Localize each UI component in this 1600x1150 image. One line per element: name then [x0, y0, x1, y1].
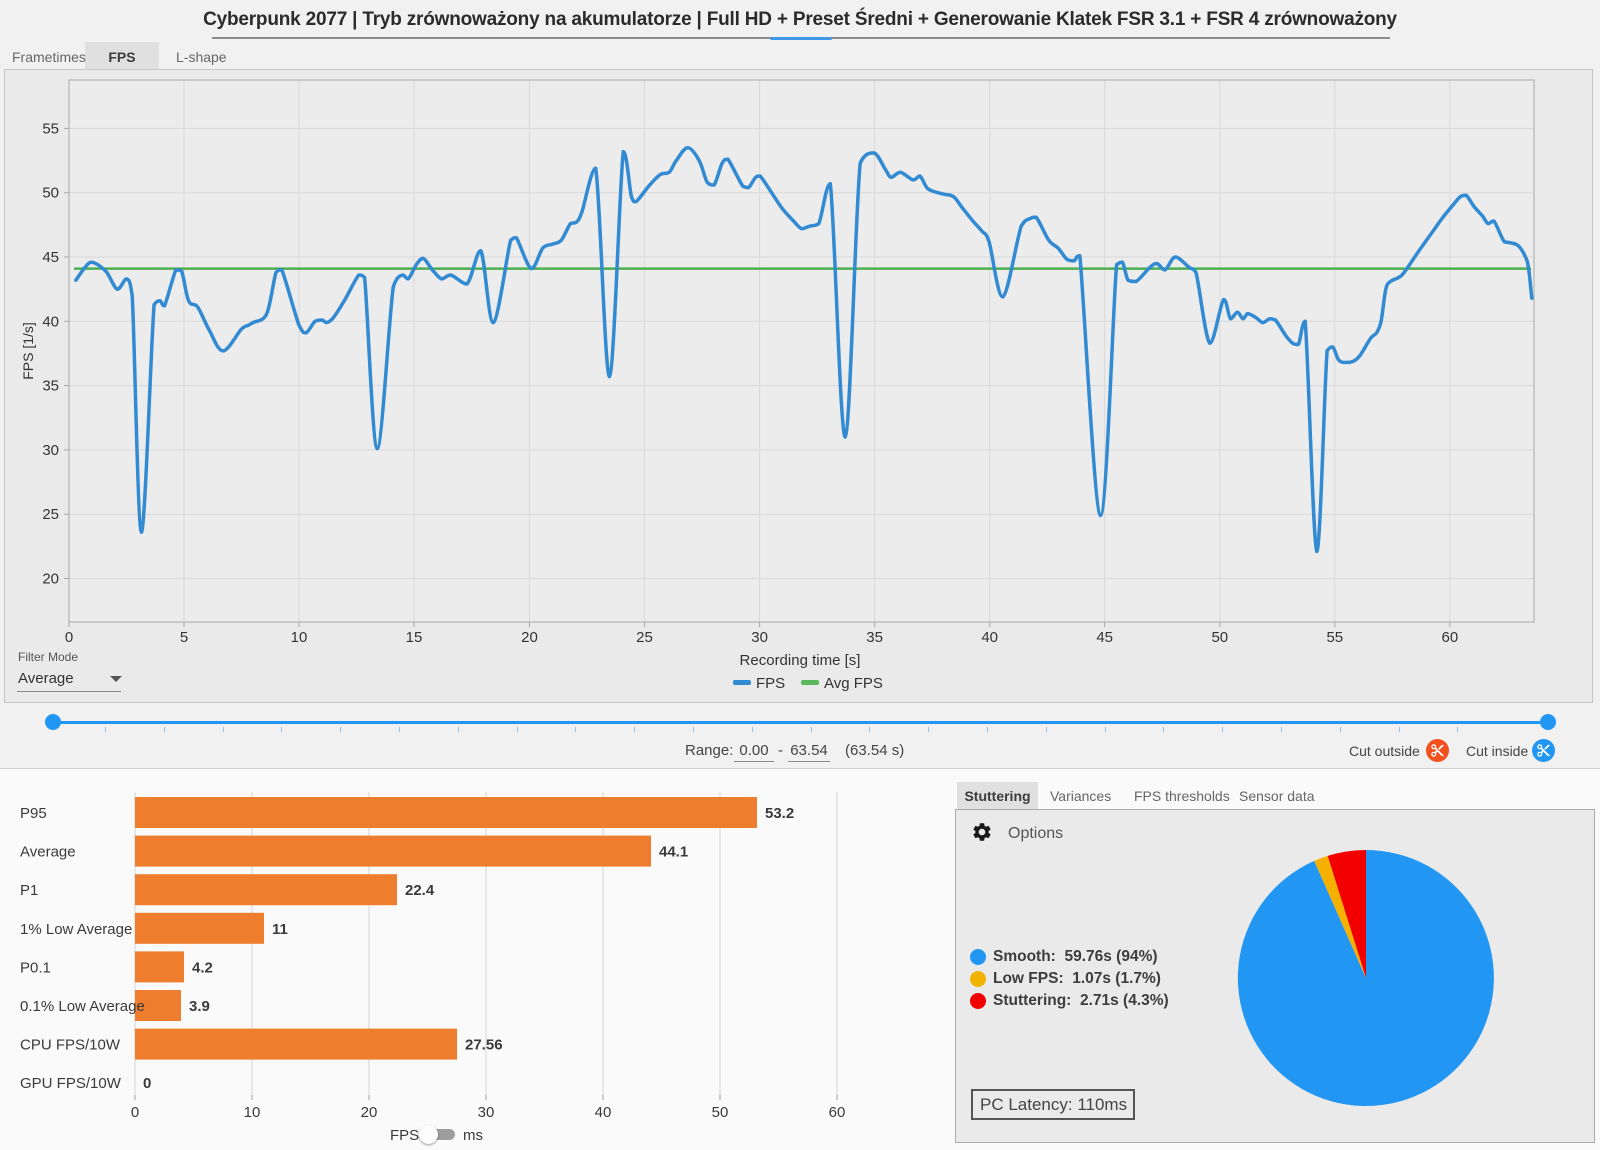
svg-text:15: 15 [406, 629, 423, 646]
svg-text:Average: Average [20, 844, 76, 861]
svg-text:40: 40 [42, 313, 59, 330]
svg-text:45: 45 [1096, 629, 1113, 646]
svg-text:55: 55 [1326, 629, 1343, 646]
svg-text:22.4: 22.4 [405, 882, 435, 899]
svg-text:60: 60 [1442, 629, 1459, 646]
svg-text:11: 11 [272, 921, 288, 938]
svg-text:20: 20 [521, 629, 538, 646]
svg-text:P0.1: P0.1 [20, 959, 51, 976]
svg-text:27.56: 27.56 [465, 1037, 503, 1054]
svg-text:FPS [1/s]: FPS [1/s] [20, 322, 36, 380]
svg-text:50: 50 [1211, 629, 1228, 646]
svg-text:35: 35 [42, 378, 59, 395]
svg-text:53.2: 53.2 [765, 805, 794, 822]
svg-text:35: 35 [866, 629, 883, 646]
svg-text:0: 0 [131, 1104, 139, 1121]
svg-text:30: 30 [751, 629, 768, 646]
svg-text:45: 45 [42, 249, 59, 266]
svg-text:25: 25 [42, 506, 59, 523]
svg-text:5: 5 [180, 629, 188, 646]
svg-text:40: 40 [981, 629, 998, 646]
svg-text:50: 50 [42, 185, 59, 202]
svg-text:1% Low Average: 1% Low Average [20, 921, 132, 938]
svg-text:CPU FPS/10W: CPU FPS/10W [20, 1037, 121, 1054]
svg-text:55: 55 [42, 120, 59, 137]
svg-text:4.2: 4.2 [192, 959, 213, 976]
svg-text:0.1% Low Average: 0.1% Low Average [20, 998, 145, 1015]
svg-text:60: 60 [829, 1104, 846, 1121]
svg-text:20: 20 [42, 571, 59, 588]
svg-text:30: 30 [42, 442, 59, 459]
svg-text:0: 0 [143, 1075, 151, 1092]
svg-text:25: 25 [636, 629, 653, 646]
svg-text:P1: P1 [20, 882, 38, 899]
svg-text:GPU FPS/10W: GPU FPS/10W [20, 1075, 122, 1092]
svg-text:0: 0 [65, 629, 73, 646]
svg-text:10: 10 [244, 1104, 261, 1121]
svg-text:P95: P95 [20, 805, 47, 822]
svg-text:30: 30 [478, 1104, 495, 1121]
svg-text:20: 20 [361, 1104, 378, 1121]
svg-text:3.9: 3.9 [189, 998, 210, 1015]
svg-text:44.1: 44.1 [659, 844, 688, 861]
svg-text:10: 10 [291, 629, 308, 646]
svg-text:40: 40 [595, 1104, 612, 1121]
svg-text:50: 50 [712, 1104, 729, 1121]
